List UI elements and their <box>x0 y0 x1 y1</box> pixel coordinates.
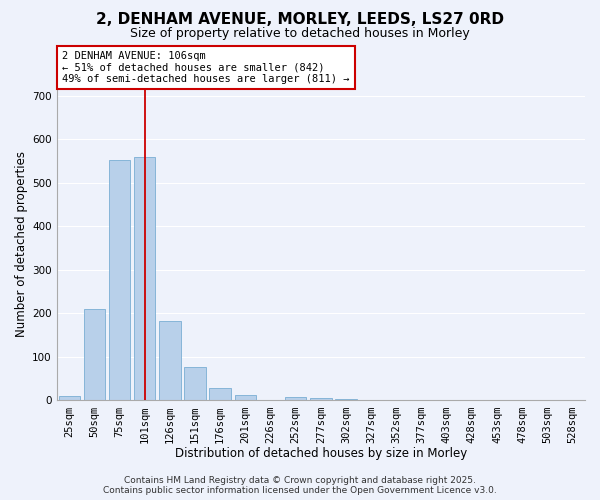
Bar <box>134 156 155 400</box>
Bar <box>285 397 307 400</box>
Text: Contains HM Land Registry data © Crown copyright and database right 2025.
Contai: Contains HM Land Registry data © Crown c… <box>103 476 497 495</box>
Y-axis label: Number of detached properties: Number of detached properties <box>15 151 28 337</box>
Bar <box>109 160 130 400</box>
Bar <box>310 398 332 400</box>
Text: Size of property relative to detached houses in Morley: Size of property relative to detached ho… <box>130 28 470 40</box>
Bar <box>335 399 356 400</box>
Bar <box>159 321 181 400</box>
Bar <box>209 388 231 400</box>
X-axis label: Distribution of detached houses by size in Morley: Distribution of detached houses by size … <box>175 447 467 460</box>
Text: 2 DENHAM AVENUE: 106sqm
← 51% of detached houses are smaller (842)
49% of semi-d: 2 DENHAM AVENUE: 106sqm ← 51% of detache… <box>62 50 349 84</box>
Bar <box>59 396 80 400</box>
Bar <box>235 395 256 400</box>
Text: 2, DENHAM AVENUE, MORLEY, LEEDS, LS27 0RD: 2, DENHAM AVENUE, MORLEY, LEEDS, LS27 0R… <box>96 12 504 28</box>
Bar <box>83 309 105 400</box>
Bar <box>184 367 206 400</box>
